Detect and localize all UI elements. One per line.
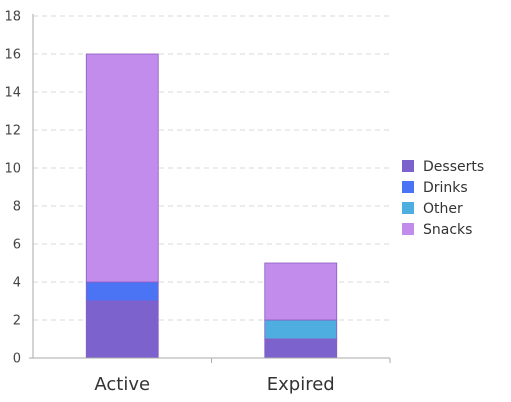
bar-segment-drinks-active[interactable] <box>85 281 159 302</box>
y-tick-label: 2 <box>13 314 21 329</box>
bar-segment-snacks-expired[interactable] <box>264 262 338 321</box>
legend-swatch <box>402 223 414 235</box>
y-tick-label: 12 <box>4 124 21 139</box>
legend-swatch <box>402 202 414 214</box>
y-tick-label: 18 <box>4 10 21 25</box>
y-tick-label: 8 <box>13 200 21 215</box>
legend-item-drinks[interactable]: Drinks <box>402 180 468 196</box>
y-tick-label: 14 <box>4 86 21 101</box>
bars <box>85 53 338 359</box>
axes: 0 2 4 6 8 10 12 14 16 18 Active Expired <box>4 10 391 395</box>
legend-item-other[interactable]: Other <box>402 201 463 217</box>
legend-swatch <box>402 181 414 193</box>
legend-item-desserts[interactable]: Desserts <box>402 159 484 175</box>
bar-segment-other-expired[interactable] <box>264 319 338 340</box>
legend-item-snacks[interactable]: Snacks <box>402 222 472 238</box>
legend-label: Desserts <box>423 159 484 175</box>
bar-segment-desserts-active[interactable] <box>85 300 159 359</box>
y-tick-label: 16 <box>4 48 21 63</box>
y-tick-label: 4 <box>13 276 21 291</box>
y-tick-label: 6 <box>13 238 21 253</box>
bar-segment-snacks-active[interactable] <box>85 53 159 283</box>
legend-label: Snacks <box>423 222 472 238</box>
y-tick-label: 0 <box>13 352 21 367</box>
legend-label: Drinks <box>423 180 468 196</box>
bar-segment-desserts-expired[interactable] <box>264 338 338 359</box>
x-category-label: Active <box>94 374 150 395</box>
legend: Desserts Drinks Other Snacks <box>402 159 484 238</box>
legend-swatch <box>402 160 414 172</box>
y-tick-label: 10 <box>4 162 21 177</box>
legend-label: Other <box>423 201 463 217</box>
x-category-label: Expired <box>267 374 335 395</box>
